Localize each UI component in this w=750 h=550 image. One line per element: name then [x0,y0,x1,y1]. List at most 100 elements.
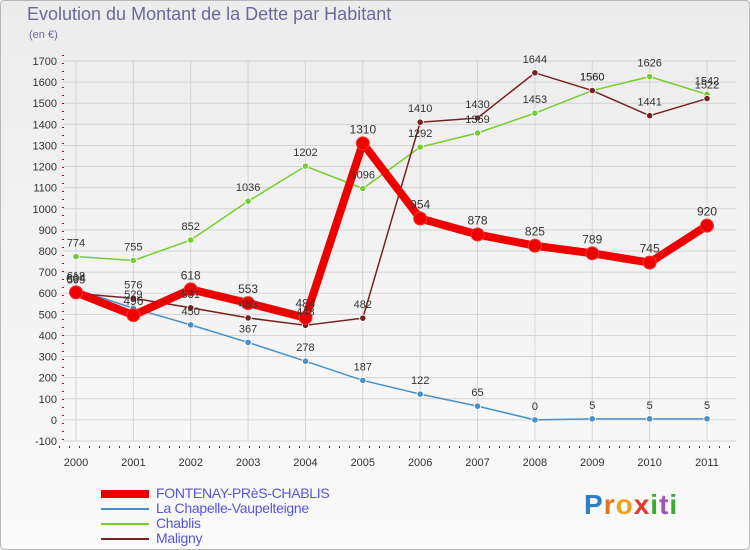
data-label: 496 [123,294,143,308]
data-label: 1410 [408,103,432,115]
y-tick-label: -100 [35,436,57,448]
data-label: 852 [182,221,200,233]
data-point [359,314,367,322]
x-tick-label: 2010 [637,457,661,469]
data-label: 553 [238,282,258,296]
data-point [129,256,137,265]
data-label: 1626 [637,58,661,70]
chart-subtitle: (en €) [29,29,58,41]
chart-legend: FONTENAY-PRèS-CHABLIS La Chapelle-Vaupelt… [101,485,381,546]
data-label: 484 [295,297,315,311]
data-label: 1292 [408,128,432,140]
data-point [473,129,482,137]
y-tick-label: 1400 [33,119,57,131]
y-tick-label: 200 [39,373,57,385]
data-label: 618 [181,268,201,282]
data-point [244,197,252,205]
data-label: 1036 [236,182,260,194]
data-point [700,218,714,233]
data-point [470,227,485,242]
data-point [531,69,539,77]
data-label: 5 [704,400,710,412]
y-tick-label: 400 [39,330,57,342]
data-point [646,73,654,81]
legend-item: La Chapelle-Vaupelteigne [101,500,381,516]
y-tick-label: 900 [39,225,57,237]
x-tick-label: 2011 [695,457,719,469]
data-point [183,282,198,297]
data-point [642,255,657,270]
data-point [588,415,596,423]
data-label: 789 [582,232,602,246]
data-label: 825 [525,225,545,239]
data-point [416,143,424,151]
data-point [187,304,195,312]
data-point [301,357,310,365]
data-label: 1522 [695,80,719,92]
data-label: 482 [354,299,372,311]
legend-swatch [101,490,149,498]
data-label: 1542 [695,75,719,87]
data-label: 531 [182,289,200,301]
data-point [241,296,256,311]
data-point [646,415,654,423]
y-tick-label: 1100 [33,183,57,195]
data-point [72,252,80,261]
data-label: 599 [67,274,85,286]
y-tick-label: 1200 [33,162,57,174]
legend-label: FONTENAY-PRèS-CHABLIS [156,485,330,501]
data-label: 529 [124,289,142,301]
data-label: 1453 [523,94,547,106]
data-label: 448 [296,306,314,318]
x-tick-label: 2003 [236,457,260,469]
data-label: 122 [411,375,429,387]
x-tick-label: 2000 [64,457,88,469]
data-label: 576 [124,279,142,291]
data-label: 1644 [523,54,547,66]
x-tick-label: 2007 [465,457,489,469]
data-label: 1202 [293,147,317,159]
y-tick-label: 1700 [33,56,57,68]
data-point [187,236,195,244]
data-label: 604 [66,271,86,285]
data-label: 450 [182,306,200,318]
data-label: 1430 [465,99,489,111]
y-tick-label: 300 [39,352,57,364]
series-line-2 [75,75,708,262]
data-label: 618 [67,270,85,282]
data-label: 1560 [580,72,604,84]
logo-letter: r [603,489,616,520]
data-point [416,390,424,398]
data-label: 278 [296,342,314,354]
legend-label: Maligny [156,530,203,546]
logo-letter: t [659,489,670,520]
legend-item: Chablis [101,515,381,531]
data-point [301,162,310,170]
data-label: 1096 [351,170,375,182]
x-tick-label: 2008 [523,457,547,469]
y-tick-label: 1600 [33,77,57,89]
data-point [473,402,482,410]
legend-item: Maligny [101,530,381,546]
data-point [359,376,367,385]
y-tick-label: 100 [39,394,57,406]
y-tick-label: 1300 [33,140,57,152]
data-label: 483 [239,299,257,311]
logo-letter: i [650,489,660,520]
x-tick-label: 2004 [293,457,317,469]
data-point [703,94,711,103]
data-point [69,285,83,300]
data-point [585,246,600,261]
data-point [355,136,370,151]
data-label: 954 [410,197,430,211]
data-label: 0 [532,401,538,413]
data-label: 5 [647,400,653,412]
y-tick-label: 0 [51,415,57,427]
legend-label: Chablis [156,515,201,531]
proxiti-logo: Proxiti [584,489,678,521]
x-tick-label: 2002 [178,457,202,469]
data-point [646,112,654,120]
legend-item: FONTENAY-PRèS-CHABLIS [101,485,381,501]
logo-letter: i [669,489,679,520]
